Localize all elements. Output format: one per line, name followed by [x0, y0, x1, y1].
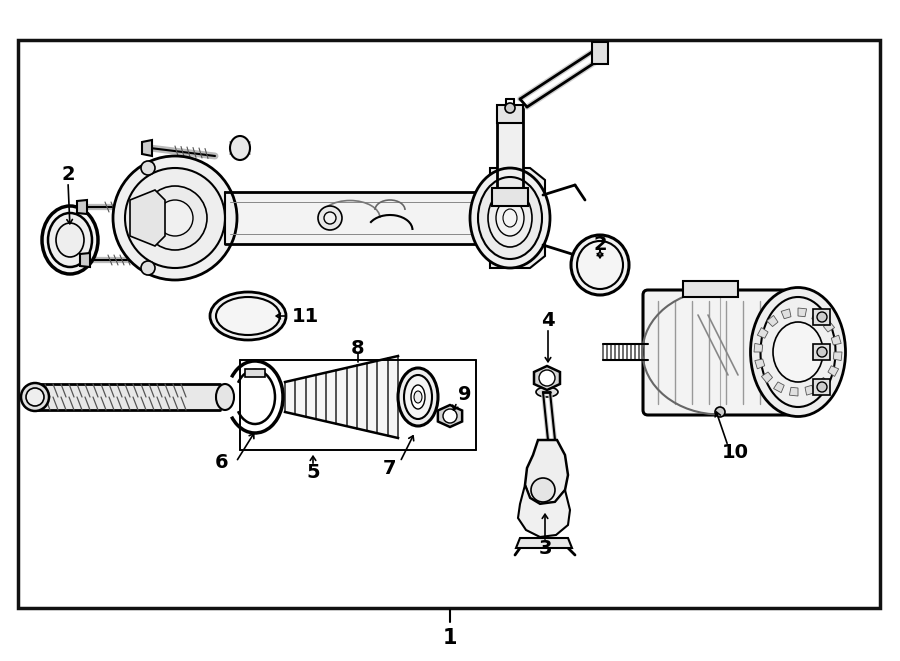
FancyBboxPatch shape — [643, 290, 798, 415]
Text: 8: 8 — [351, 338, 364, 358]
Polygon shape — [774, 382, 784, 393]
Circle shape — [324, 212, 336, 224]
Polygon shape — [767, 315, 778, 327]
Polygon shape — [80, 253, 90, 267]
Ellipse shape — [503, 209, 517, 227]
Ellipse shape — [216, 384, 234, 410]
Polygon shape — [761, 372, 772, 383]
Polygon shape — [142, 140, 152, 156]
Ellipse shape — [42, 206, 98, 274]
Bar — [497, 110, 523, 200]
Bar — [492, 188, 528, 206]
Text: 2: 2 — [593, 235, 607, 254]
Ellipse shape — [751, 288, 845, 416]
Circle shape — [505, 103, 515, 113]
Polygon shape — [812, 311, 823, 322]
Ellipse shape — [536, 387, 558, 397]
Polygon shape — [832, 335, 842, 345]
Circle shape — [125, 168, 225, 268]
Text: 3: 3 — [538, 539, 552, 557]
Bar — [683, 281, 738, 297]
Ellipse shape — [414, 391, 422, 403]
Ellipse shape — [773, 322, 823, 382]
Ellipse shape — [577, 241, 623, 289]
Circle shape — [817, 312, 827, 322]
Circle shape — [141, 261, 155, 275]
Ellipse shape — [478, 177, 542, 259]
Ellipse shape — [210, 292, 286, 340]
Circle shape — [21, 383, 49, 411]
Circle shape — [817, 347, 827, 357]
Polygon shape — [781, 309, 791, 319]
Ellipse shape — [496, 200, 524, 236]
Circle shape — [113, 156, 237, 280]
Polygon shape — [754, 344, 762, 352]
Polygon shape — [805, 385, 814, 395]
Text: 1: 1 — [443, 628, 457, 648]
Polygon shape — [813, 309, 830, 325]
Circle shape — [443, 409, 457, 423]
Polygon shape — [534, 366, 560, 390]
Bar — [592, 42, 608, 64]
Text: 9: 9 — [458, 385, 472, 403]
Ellipse shape — [404, 375, 432, 419]
Circle shape — [715, 407, 725, 417]
Circle shape — [157, 200, 193, 236]
Text: 4: 4 — [541, 311, 554, 329]
Text: 5: 5 — [306, 463, 319, 481]
Polygon shape — [818, 377, 829, 389]
Polygon shape — [755, 359, 765, 369]
Circle shape — [318, 206, 342, 230]
Circle shape — [539, 370, 555, 386]
Text: 7: 7 — [383, 459, 397, 477]
Bar — [18, 40, 880, 608]
Ellipse shape — [48, 213, 92, 267]
Text: 10: 10 — [722, 442, 749, 461]
Polygon shape — [490, 168, 545, 268]
Polygon shape — [120, 173, 180, 263]
Polygon shape — [516, 538, 572, 548]
Ellipse shape — [230, 136, 250, 160]
Polygon shape — [77, 200, 87, 214]
Ellipse shape — [216, 297, 280, 335]
Polygon shape — [438, 405, 462, 427]
Text: 11: 11 — [292, 307, 319, 325]
Ellipse shape — [398, 368, 438, 426]
Polygon shape — [789, 387, 798, 396]
Polygon shape — [813, 344, 830, 360]
Polygon shape — [245, 369, 265, 377]
Circle shape — [143, 186, 207, 250]
Polygon shape — [813, 379, 830, 395]
Polygon shape — [824, 321, 834, 332]
Bar — [225, 192, 480, 244]
Ellipse shape — [411, 385, 425, 409]
Text: 6: 6 — [215, 453, 229, 471]
Bar — [35, 384, 220, 410]
Polygon shape — [757, 328, 768, 338]
Polygon shape — [525, 440, 568, 504]
Polygon shape — [798, 308, 806, 317]
Polygon shape — [518, 485, 570, 537]
Ellipse shape — [488, 189, 532, 247]
Circle shape — [141, 161, 155, 175]
Text: 2: 2 — [61, 165, 75, 184]
Ellipse shape — [760, 297, 835, 407]
Ellipse shape — [470, 168, 550, 268]
Polygon shape — [833, 352, 842, 361]
Polygon shape — [828, 366, 839, 377]
Circle shape — [531, 478, 555, 502]
Circle shape — [817, 382, 827, 392]
Polygon shape — [285, 356, 398, 438]
Ellipse shape — [56, 223, 84, 257]
Ellipse shape — [571, 235, 629, 295]
Polygon shape — [130, 190, 165, 246]
Bar — [497, 105, 523, 123]
Circle shape — [26, 388, 44, 406]
